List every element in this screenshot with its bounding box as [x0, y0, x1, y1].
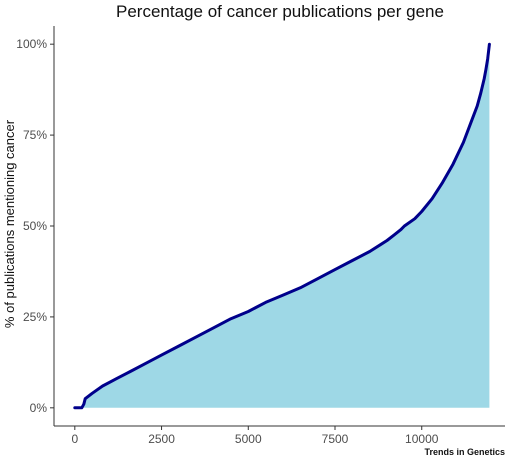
x-tick-label: 10000 [405, 432, 439, 446]
plot-area [73, 42, 491, 410]
chart-title: Percentage of cancer publications per ge… [116, 2, 444, 21]
x-tick-label: 0 [71, 432, 78, 446]
y-axis-ticks: 0% 25% 50% 75% 100% [16, 37, 54, 415]
y-tick-label: 25% [23, 310, 47, 324]
y-tick-label: 50% [23, 219, 47, 233]
journal-credit: Trends in Genetics [424, 447, 505, 457]
x-tick-label: 7500 [322, 432, 349, 446]
y-axis-title: % of publications mentioning cancer [2, 119, 17, 328]
x-axis-ticks: 0 2500 5000 7500 10000 [71, 426, 439, 446]
y-tick-label: 100% [16, 37, 47, 51]
x-tick-label: 5000 [235, 432, 262, 446]
y-tick-label: 75% [23, 128, 47, 142]
y-tick-label: 0% [30, 401, 48, 415]
x-tick-label: 2500 [148, 432, 175, 446]
series-area [74, 44, 490, 408]
series-line [73, 42, 491, 410]
